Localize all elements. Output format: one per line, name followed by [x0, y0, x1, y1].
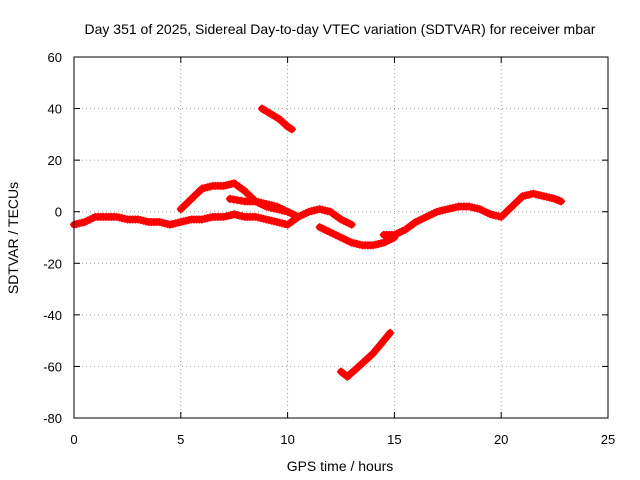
x-tick-label: 5 [177, 432, 184, 447]
y-tick-label: -60 [43, 359, 62, 374]
series-track-recovery [379, 189, 566, 239]
data-point [557, 197, 566, 206]
chart-title: Day 351 of 2025, Sidereal Day-to-day VTE… [85, 21, 596, 37]
x-tick-label: 20 [494, 432, 508, 447]
x-axis-label: GPS time / hours [287, 458, 394, 474]
tick-layer: 0 5 10 15 20 25 -80 -60 -40 -20 0 20 40 60 [43, 50, 615, 447]
y-tick-label: 20 [48, 153, 62, 168]
series-track-dip [315, 223, 399, 250]
y-tick-label: -80 [43, 411, 62, 426]
data-layer [70, 104, 566, 381]
series-track-descent [257, 104, 296, 134]
y-axis-label: SDTVAR / TECUs [5, 182, 21, 294]
x-tick-label: 0 [70, 432, 77, 447]
series-track-low [337, 328, 395, 381]
series-track [337, 329, 394, 381]
series-track-upper-tail [225, 194, 303, 221]
grid-layer [74, 57, 608, 418]
data-point [347, 220, 356, 229]
y-tick-label: 0 [55, 205, 62, 220]
series-track-main [70, 205, 356, 229]
data-point [294, 212, 303, 221]
y-tick-label: -20 [43, 256, 62, 271]
plot-frame [73, 56, 609, 419]
x-tick-label: 10 [280, 432, 294, 447]
y-tick-label: -40 [43, 308, 62, 323]
data-point [386, 328, 395, 337]
y-tick-label: 60 [48, 50, 62, 65]
x-tick-label: 25 [601, 432, 615, 447]
x-tick-label: 15 [387, 432, 401, 447]
y-tick-label: 40 [48, 102, 62, 117]
data-point [287, 125, 296, 134]
